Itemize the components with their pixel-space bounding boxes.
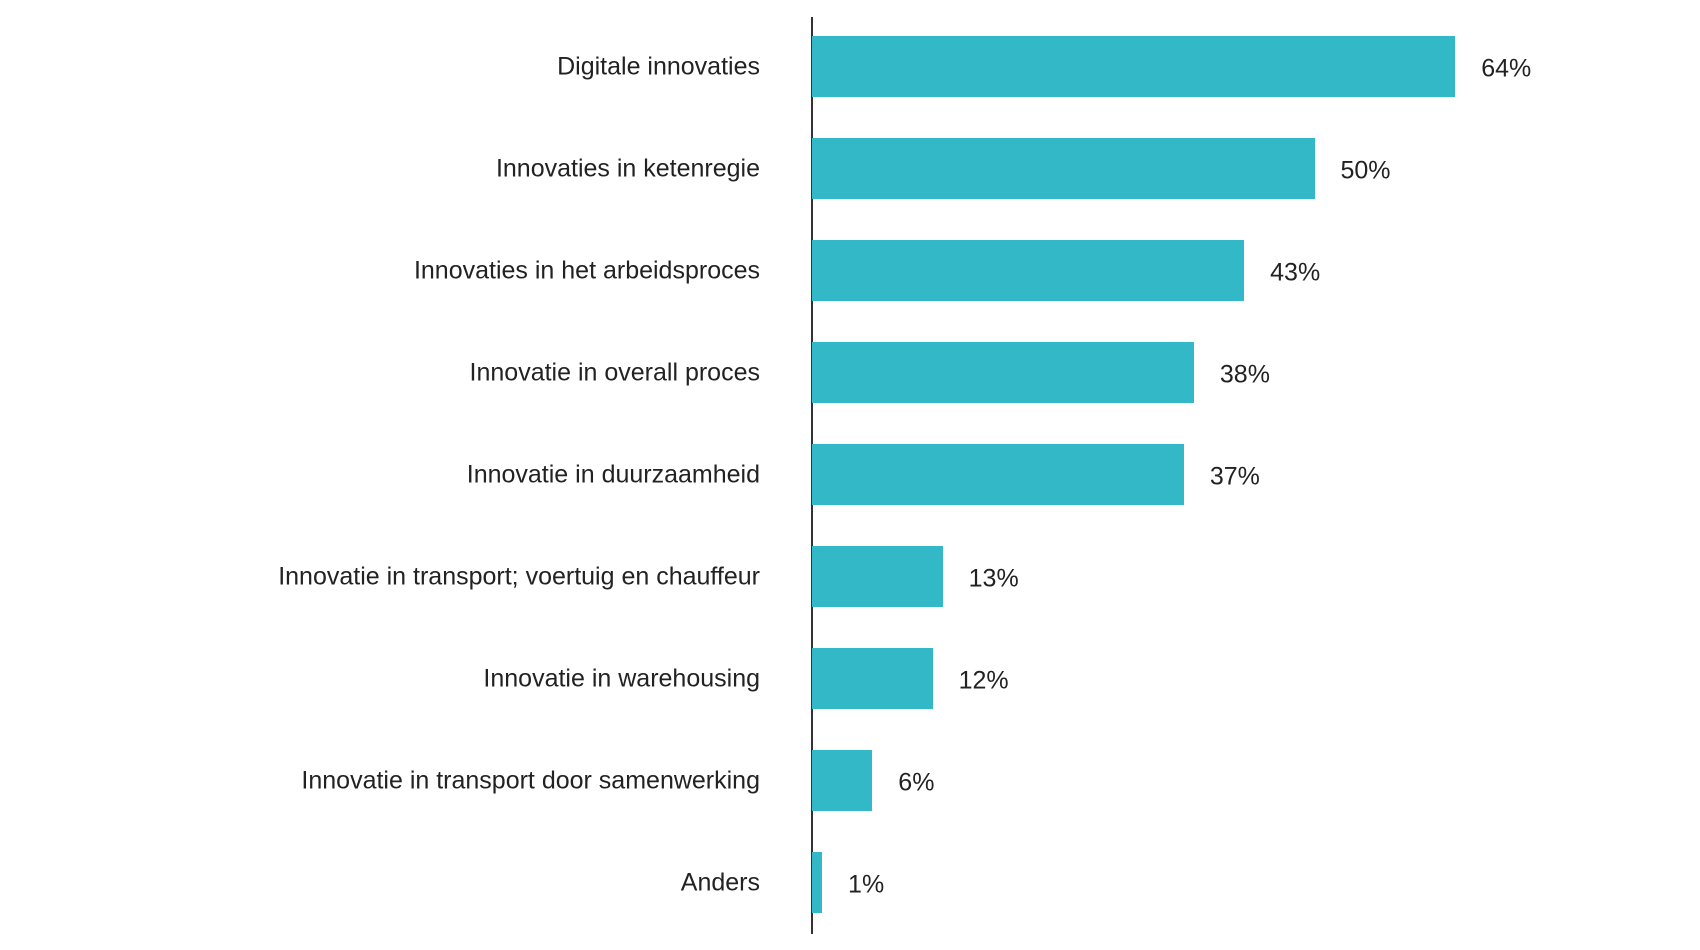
category-label: Innovaties in het arbeidsproces [413,256,760,284]
bar [812,36,1456,97]
category-label: Innovatie in transport door samenwerking [301,766,760,794]
bar [812,342,1194,403]
bar [812,648,933,709]
bar [812,546,943,607]
data-label: 50% [1340,156,1391,184]
bar [812,240,1245,301]
data-label: 38% [1219,360,1270,388]
data-label: 1% [848,870,885,898]
category-label: Innovaties in ketenregie [495,154,760,182]
category-label: Digitale innovaties [557,52,760,80]
category-label: Innovatie in overall proces [469,358,760,386]
bar [812,852,823,913]
data-label: 13% [968,564,1019,592]
data-label: 64% [1481,54,1532,82]
category-label: Anders [680,868,760,896]
data-label: 6% [898,768,935,796]
category-label: Innovatie in duurzaamheid [466,460,760,488]
bar [812,750,873,811]
category-label: Innovatie in transport; voertuig en chau… [278,562,760,590]
data-label: 12% [958,666,1009,694]
bar [812,444,1184,505]
data-label: 43% [1270,258,1321,286]
category-label: Innovatie in warehousing [483,664,760,692]
bar [812,138,1315,199]
data-label: 37% [1209,462,1260,490]
